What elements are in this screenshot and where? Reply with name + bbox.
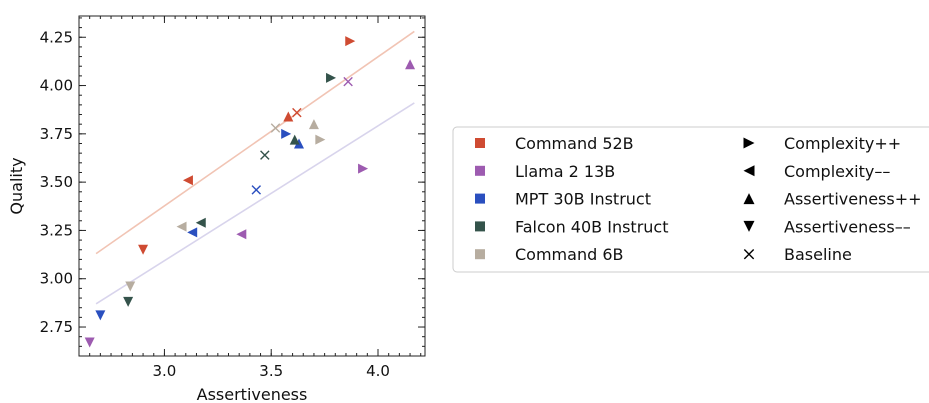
x-tick-label: 3.5 <box>259 362 283 380</box>
data-point-llama-2-13b-x <box>343 76 353 87</box>
legend-label-mpt-30b-instruct: MPT 30B Instruct <box>515 190 651 209</box>
y-tick-label: 4.25 <box>40 28 73 46</box>
trend-line-2 <box>95 102 415 305</box>
data-point-llama-2-13b-triangle-up <box>405 59 416 70</box>
data-point-command-52b-triangle-up <box>283 111 294 122</box>
y-tick-label: 3.75 <box>40 125 73 143</box>
data-point-falcon-40b-instruct-triangle-left <box>195 217 206 228</box>
legend-label-triangle-right: Complexity++ <box>784 134 901 153</box>
legend-label-llama-2-13b: Llama 2 13B <box>515 162 615 181</box>
data-point-falcon-40b-instruct-triangle-up <box>289 134 300 145</box>
data-point-mpt-30b-instruct-triangle-down <box>95 310 106 321</box>
y-tick-label: 3.25 <box>40 221 73 239</box>
data-point-command-6b-x <box>270 123 281 133</box>
data-point-falcon-40b-instruct-x <box>260 150 270 160</box>
legend-marker-llama-2-13b <box>475 165 485 176</box>
x-axis-label: Assertiveness <box>197 385 308 403</box>
legend-marker-x <box>743 249 755 260</box>
legend-marker-mpt-30b-instruct <box>475 193 485 204</box>
data-point-mpt-30b-instruct-triangle-right <box>281 128 292 139</box>
data-point-command-6b-triangle-down <box>125 281 136 292</box>
y-tick-label: 3.00 <box>40 270 73 288</box>
legend-marker-triangle-up <box>743 193 755 205</box>
data-point-command-6b-triangle-left <box>176 221 187 232</box>
legend-frame <box>452 126 929 273</box>
y-tick-label: 3.50 <box>40 173 73 191</box>
legend-label-x: Baseline <box>784 245 852 264</box>
data-point-command-52b-triangle-right <box>345 36 356 47</box>
data-point-falcon-40b-instruct-triangle-right <box>326 72 337 83</box>
legend-marker-triangle-left <box>743 165 755 177</box>
trend-line-1 <box>95 30 415 255</box>
legend-marker-command-6b <box>475 249 485 260</box>
x-tick-label: 4.0 <box>366 362 390 380</box>
legend-label-falcon-40b-instruct: Falcon 40B Instruct <box>515 217 668 236</box>
legend-label-triangle-left: Complexity–– <box>784 162 890 181</box>
data-point-falcon-40b-instruct-triangle-down <box>123 296 134 307</box>
data-point-command-6b-triangle-right <box>315 134 326 145</box>
y-tick-label: 4.00 <box>40 77 73 95</box>
plot-frame <box>78 15 426 357</box>
data-point-llama-2-13b-triangle-down <box>84 337 95 348</box>
data-point-mpt-30b-instruct-x <box>251 185 262 195</box>
legend-label-command-52b: Command 52B <box>515 134 634 153</box>
legend-label-triangle-down: Assertiveness–– <box>784 217 911 236</box>
data-point-llama-2-13b-triangle-left <box>236 229 247 240</box>
legend-marker-triangle-down <box>743 220 755 232</box>
data-point-command-6b-triangle-up <box>308 119 319 130</box>
y-tick-label: 2.75 <box>40 318 73 336</box>
legend-label-triangle-up: Assertiveness++ <box>784 190 922 209</box>
legend-marker-triangle-right <box>743 137 755 149</box>
legend-label-command-6b: Command 6B <box>515 245 623 264</box>
data-point-mpt-30b-instruct-triangle-left <box>187 227 198 238</box>
legend-marker-falcon-40b-instruct <box>475 221 485 232</box>
y-axis-label: Quality <box>7 157 26 214</box>
legend-marker-command-52b <box>475 138 485 148</box>
data-point-command-52b-triangle-down <box>138 244 149 255</box>
x-tick-label: 3.0 <box>153 362 177 380</box>
legend: Command 52B Llama 2 13B MPT 30B Instruct Fa… <box>452 126 929 273</box>
data-point-command-52b-triangle-left <box>182 175 193 186</box>
data-point-command-52b-x <box>292 107 302 118</box>
data-point-llama-2-13b-triangle-right <box>358 163 369 174</box>
